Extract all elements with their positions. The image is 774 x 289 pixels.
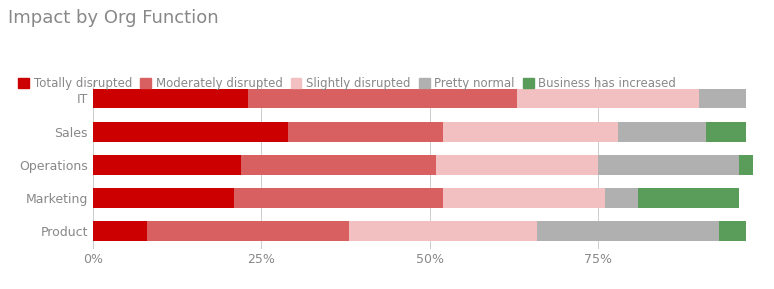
Bar: [739, 155, 753, 175]
Bar: [443, 122, 618, 142]
Bar: [443, 188, 604, 208]
Bar: [147, 221, 349, 241]
Bar: [517, 88, 699, 108]
Bar: [699, 88, 746, 108]
Bar: [93, 88, 248, 108]
Legend: Totally disrupted, Moderately disrupted, Slightly disrupted, Pretty normal, Busi: Totally disrupted, Moderately disrupted,…: [14, 72, 681, 95]
Bar: [639, 188, 739, 208]
Bar: [706, 122, 746, 142]
Bar: [719, 221, 746, 241]
Bar: [537, 221, 719, 241]
Bar: [93, 155, 241, 175]
Bar: [93, 122, 288, 142]
Bar: [93, 221, 147, 241]
Bar: [93, 188, 235, 208]
Bar: [437, 155, 598, 175]
Bar: [618, 122, 706, 142]
Bar: [288, 122, 443, 142]
Text: Impact by Org Function: Impact by Org Function: [8, 9, 218, 27]
Bar: [598, 155, 739, 175]
Bar: [349, 221, 537, 241]
Bar: [235, 188, 443, 208]
Bar: [604, 188, 639, 208]
Bar: [241, 155, 437, 175]
Bar: [248, 88, 517, 108]
